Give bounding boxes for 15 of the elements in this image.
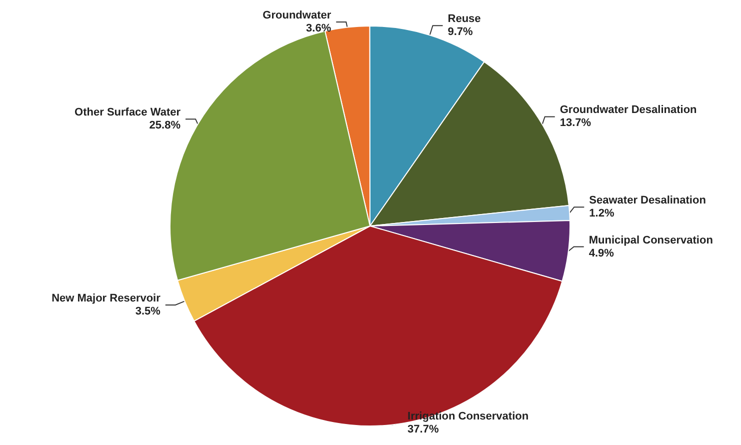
- slice-label: Reuse: [448, 13, 481, 26]
- slice-label: Groundwater: [262, 10, 332, 22]
- data-label: 13.7%: [560, 117, 592, 130]
- data-label: 1.2%: [589, 208, 614, 220]
- data-label: 4.9%: [588, 247, 614, 260]
- data-label: 3.6%: [306, 22, 332, 34]
- slice-label: Groundwater Desalination: [560, 104, 698, 116]
- data-label: 9.7%: [448, 26, 474, 38]
- data-label: 25.8%: [149, 120, 181, 132]
- slice-label: Other Surface Water: [74, 106, 182, 119]
- data-label: 37.7%: [408, 424, 439, 436]
- data-label: 3.5%: [135, 305, 161, 318]
- slice-label: New Major Reservoir: [52, 292, 162, 304]
- slice-label: Seawater Desalination: [589, 194, 706, 207]
- slice-label: Municipal Conservation: [588, 234, 714, 246]
